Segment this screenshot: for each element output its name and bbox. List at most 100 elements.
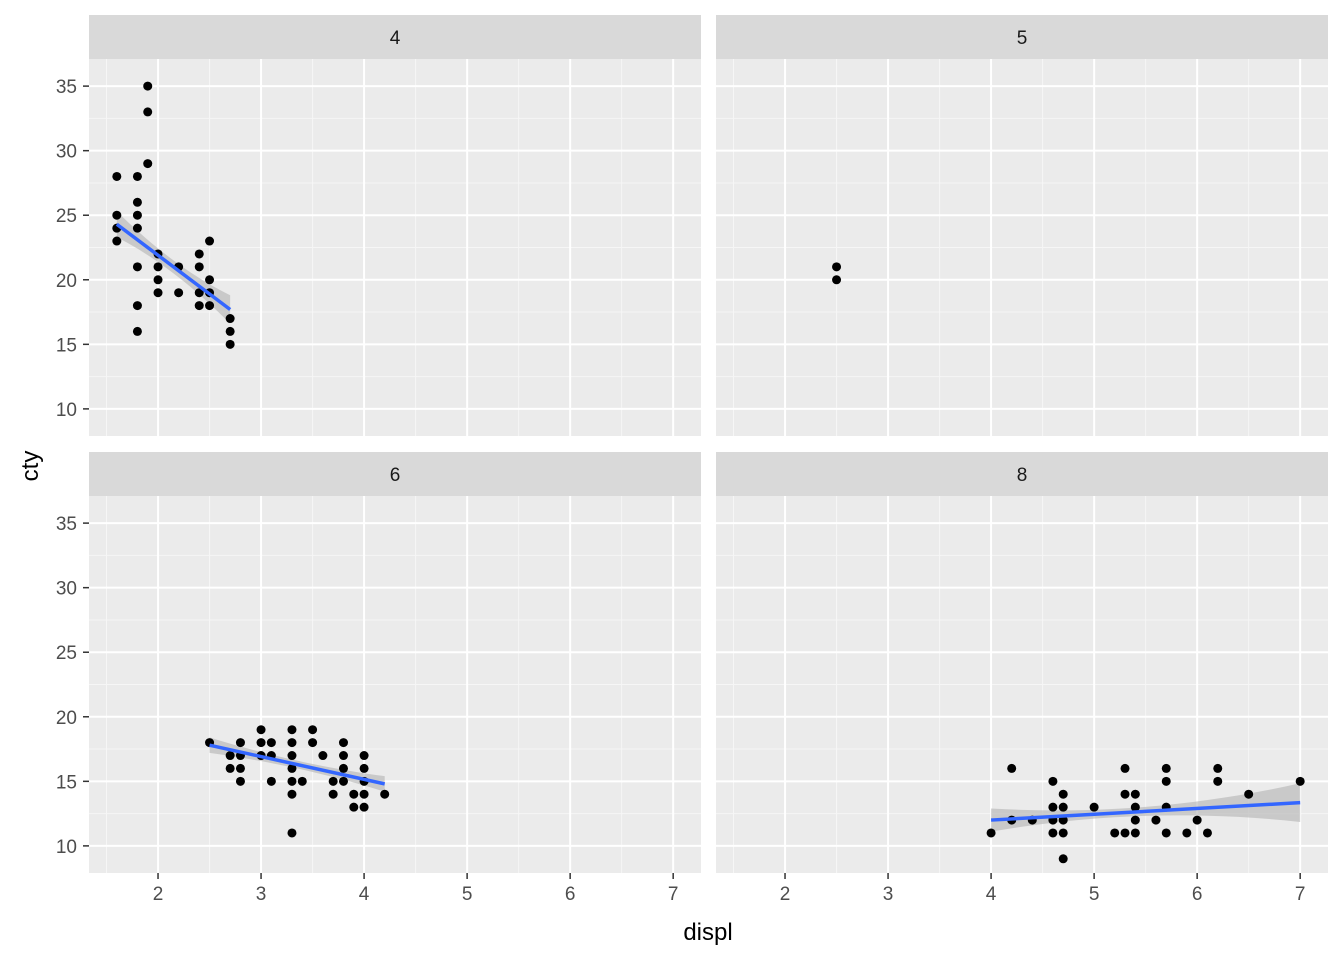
data-point xyxy=(287,763,297,773)
data-point xyxy=(338,763,348,773)
data-point xyxy=(256,725,266,735)
data-point xyxy=(132,262,142,272)
facet-strip-label: 6 xyxy=(390,465,401,486)
data-point xyxy=(1182,828,1192,838)
data-point xyxy=(1120,763,1130,773)
data-point xyxy=(832,275,842,285)
data-point xyxy=(1048,776,1058,786)
data-point xyxy=(194,262,204,272)
y-tick-label: 15 xyxy=(56,335,77,356)
data-point xyxy=(143,107,153,117)
smooth-line xyxy=(990,800,1301,822)
data-point xyxy=(143,81,153,91)
data-point xyxy=(1007,763,1017,773)
data-point xyxy=(1130,815,1140,825)
facet-strip-label: 8 xyxy=(1017,465,1028,486)
data-point xyxy=(225,763,235,773)
facet-panel-4: 4 10 15 20 25 30 35 xyxy=(56,15,701,436)
data-point xyxy=(318,751,328,761)
data-point xyxy=(132,223,142,233)
x-tick-label: 6 xyxy=(565,884,576,905)
y-tick-label: 30 xyxy=(56,579,77,600)
facet-strip xyxy=(716,452,1328,496)
data-point xyxy=(225,326,235,336)
data-point xyxy=(359,763,369,773)
x-tick-label: 4 xyxy=(986,884,997,905)
data-point xyxy=(235,776,245,786)
x-axis-title: displ xyxy=(683,919,732,946)
data-point xyxy=(153,288,163,298)
data-point xyxy=(338,738,348,748)
data-point xyxy=(132,301,142,311)
data-point xyxy=(1213,776,1223,786)
data-point xyxy=(153,275,163,285)
data-point xyxy=(328,776,338,786)
y-tick-label: 10 xyxy=(56,837,77,858)
data-point xyxy=(1130,789,1140,799)
data-point xyxy=(1048,828,1058,838)
y-tick-label: 30 xyxy=(56,142,77,163)
data-point xyxy=(287,789,297,799)
data-point xyxy=(174,288,184,298)
y-axis-title: cty xyxy=(17,451,44,482)
data-point xyxy=(1213,763,1223,773)
data-point xyxy=(143,159,153,169)
y-tick-label: 20 xyxy=(56,271,77,292)
facet-strip xyxy=(89,452,701,496)
data-point xyxy=(1058,854,1068,864)
smooth-line xyxy=(209,743,386,786)
y-tick-label: 35 xyxy=(56,514,77,535)
data-point xyxy=(132,171,142,181)
data-point xyxy=(266,738,276,748)
x-tick-label: 3 xyxy=(256,884,267,905)
data-point xyxy=(132,197,142,207)
data-point xyxy=(832,262,842,272)
data-point xyxy=(287,828,297,838)
y-tick-label: 25 xyxy=(56,206,77,227)
data-point xyxy=(338,751,348,761)
data-point xyxy=(256,738,266,748)
data-point xyxy=(235,738,245,748)
data-point xyxy=(328,789,338,799)
data-point xyxy=(225,314,235,324)
smooth-line xyxy=(115,222,232,311)
data-point xyxy=(1048,802,1058,812)
data-point xyxy=(132,210,142,220)
data-point xyxy=(112,236,122,246)
data-point xyxy=(1202,828,1212,838)
data-point xyxy=(1161,828,1171,838)
data-point xyxy=(308,725,318,735)
data-point xyxy=(1120,828,1130,838)
facet-strip xyxy=(716,15,1328,59)
data-point xyxy=(1130,828,1140,838)
data-point xyxy=(132,326,142,336)
data-point xyxy=(359,789,369,799)
x-tick-label: 7 xyxy=(668,884,679,905)
x-tick-label: 4 xyxy=(359,884,370,905)
facet-strip-label: 4 xyxy=(390,28,401,49)
data-point xyxy=(359,802,369,812)
data-point xyxy=(112,171,122,181)
data-point xyxy=(1089,802,1099,812)
data-point xyxy=(986,828,996,838)
x-tick-label: 2 xyxy=(780,884,791,905)
data-point xyxy=(1244,789,1254,799)
data-point xyxy=(380,789,390,799)
data-point xyxy=(1130,802,1140,812)
data-point xyxy=(266,776,276,786)
y-tick-label: 10 xyxy=(56,400,77,421)
data-point xyxy=(1058,828,1068,838)
data-point xyxy=(359,751,369,761)
data-point xyxy=(225,339,235,349)
data-point xyxy=(1110,828,1120,838)
data-point xyxy=(1161,776,1171,786)
facet-panel-6: 6 10 15 20 25 30 35 2 3 4 5 6 7 xyxy=(56,452,701,905)
data-point xyxy=(1151,815,1161,825)
x-tick-label: 5 xyxy=(462,884,473,905)
data-point xyxy=(112,210,122,220)
data-point xyxy=(1058,789,1068,799)
confidence-band xyxy=(991,783,1301,832)
facet-panel-8: 8 2 3 4 5 6 7 xyxy=(716,452,1328,905)
x-tick-label: 2 xyxy=(153,884,164,905)
x-tick-label: 5 xyxy=(1089,884,1100,905)
